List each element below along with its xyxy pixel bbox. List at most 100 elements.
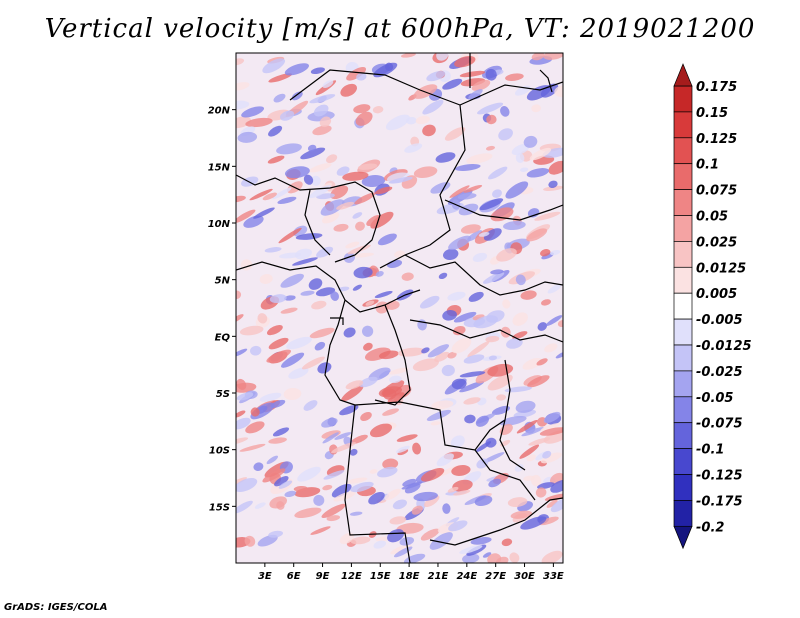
field-patch	[495, 556, 509, 563]
field-patch	[485, 335, 500, 343]
field-patch	[451, 337, 472, 354]
field-patch	[322, 80, 334, 89]
field-patch	[420, 528, 440, 541]
field-patch	[345, 241, 360, 249]
field-patch	[492, 189, 502, 198]
colorbar-swatch	[673, 500, 693, 527]
field-patch	[488, 166, 508, 180]
colorbar-label: -0.1	[696, 443, 724, 458]
field-patch	[245, 117, 273, 128]
field-patch	[236, 116, 252, 129]
field-patch	[401, 272, 414, 281]
field-patch	[355, 111, 373, 126]
field-patch	[442, 78, 463, 90]
field-patch	[253, 462, 264, 471]
field-patch	[488, 478, 502, 488]
field-patch	[420, 467, 445, 482]
field-patch	[412, 358, 439, 372]
field-patch	[523, 135, 538, 148]
field-patch	[400, 53, 416, 58]
field-patch	[321, 503, 346, 518]
y-tick-label: 5N	[215, 276, 231, 287]
field-patch	[555, 351, 563, 359]
field-patch	[350, 536, 371, 545]
field-patch	[544, 343, 558, 353]
field-patch	[509, 552, 520, 563]
field-patch	[349, 448, 358, 456]
field-patch	[478, 232, 490, 237]
field-patch	[373, 540, 387, 549]
field-patch	[349, 511, 363, 516]
field-patch	[294, 507, 322, 519]
field-patch	[326, 515, 341, 522]
field-patch	[309, 327, 335, 339]
colorbar-label: -0.125	[696, 469, 743, 484]
field-patch	[268, 437, 287, 444]
field-patch	[382, 408, 400, 416]
field-patch	[427, 344, 450, 358]
field-patch	[345, 380, 364, 390]
field-patch	[368, 491, 385, 505]
colorbar-label: 0.175	[696, 80, 737, 95]
field-patch	[278, 480, 293, 489]
field-patch	[358, 376, 378, 388]
x-tick-label: 33E	[543, 571, 564, 582]
colorbar-swatch	[673, 318, 693, 346]
field-patch	[505, 73, 524, 81]
field-patch	[342, 171, 369, 181]
colorbar-label: -0.005	[696, 313, 743, 328]
field-patch	[310, 526, 331, 535]
field-patch	[373, 62, 398, 78]
field-patch	[236, 392, 254, 401]
colorbar-swatch	[673, 215, 693, 242]
field-patch	[539, 516, 559, 526]
field-patch	[462, 553, 480, 563]
field-patch	[519, 167, 529, 172]
y-tick-label: 15N	[208, 162, 231, 173]
field-patch	[534, 211, 561, 221]
field-patch	[472, 252, 488, 262]
field-patch	[540, 422, 561, 432]
field-patch	[536, 358, 548, 366]
field-patch	[366, 215, 381, 226]
field-patch	[550, 249, 561, 256]
field-patch	[339, 404, 359, 416]
field-patch	[500, 106, 510, 117]
field-patch	[309, 94, 336, 104]
field-patch	[253, 207, 275, 219]
field-patch	[490, 207, 514, 222]
field-patch	[239, 443, 266, 452]
field-patch	[442, 503, 451, 514]
field-patch	[434, 351, 450, 362]
field-patch	[535, 487, 547, 498]
field-patch	[504, 386, 532, 393]
field-patch	[527, 375, 550, 388]
field-patch	[322, 432, 339, 444]
field-patch	[236, 290, 242, 300]
field-patch	[482, 552, 492, 558]
field-patch	[459, 545, 483, 554]
field-patch	[243, 215, 264, 228]
field-patch	[264, 247, 282, 253]
field-patch	[377, 466, 398, 478]
field-patch	[459, 371, 486, 378]
y-tick-label: 10S	[209, 446, 230, 457]
field-patch	[303, 174, 314, 185]
field-patch	[402, 478, 417, 487]
field-patch	[272, 427, 290, 437]
field-patch	[301, 356, 325, 370]
field-patch	[422, 99, 444, 115]
field-patch	[473, 315, 499, 329]
field-patch	[300, 147, 326, 160]
field-patch	[331, 442, 356, 454]
colorbar-label: 0.0125	[696, 261, 746, 276]
field-patch	[340, 83, 357, 97]
colorbar-swatch	[673, 163, 693, 190]
field-patch	[454, 164, 481, 171]
field-patch	[531, 104, 542, 113]
field-patch	[352, 212, 363, 219]
field-patch	[273, 93, 286, 103]
field-patch	[415, 115, 430, 125]
field-patch	[236, 195, 246, 203]
field-patch	[448, 520, 468, 532]
